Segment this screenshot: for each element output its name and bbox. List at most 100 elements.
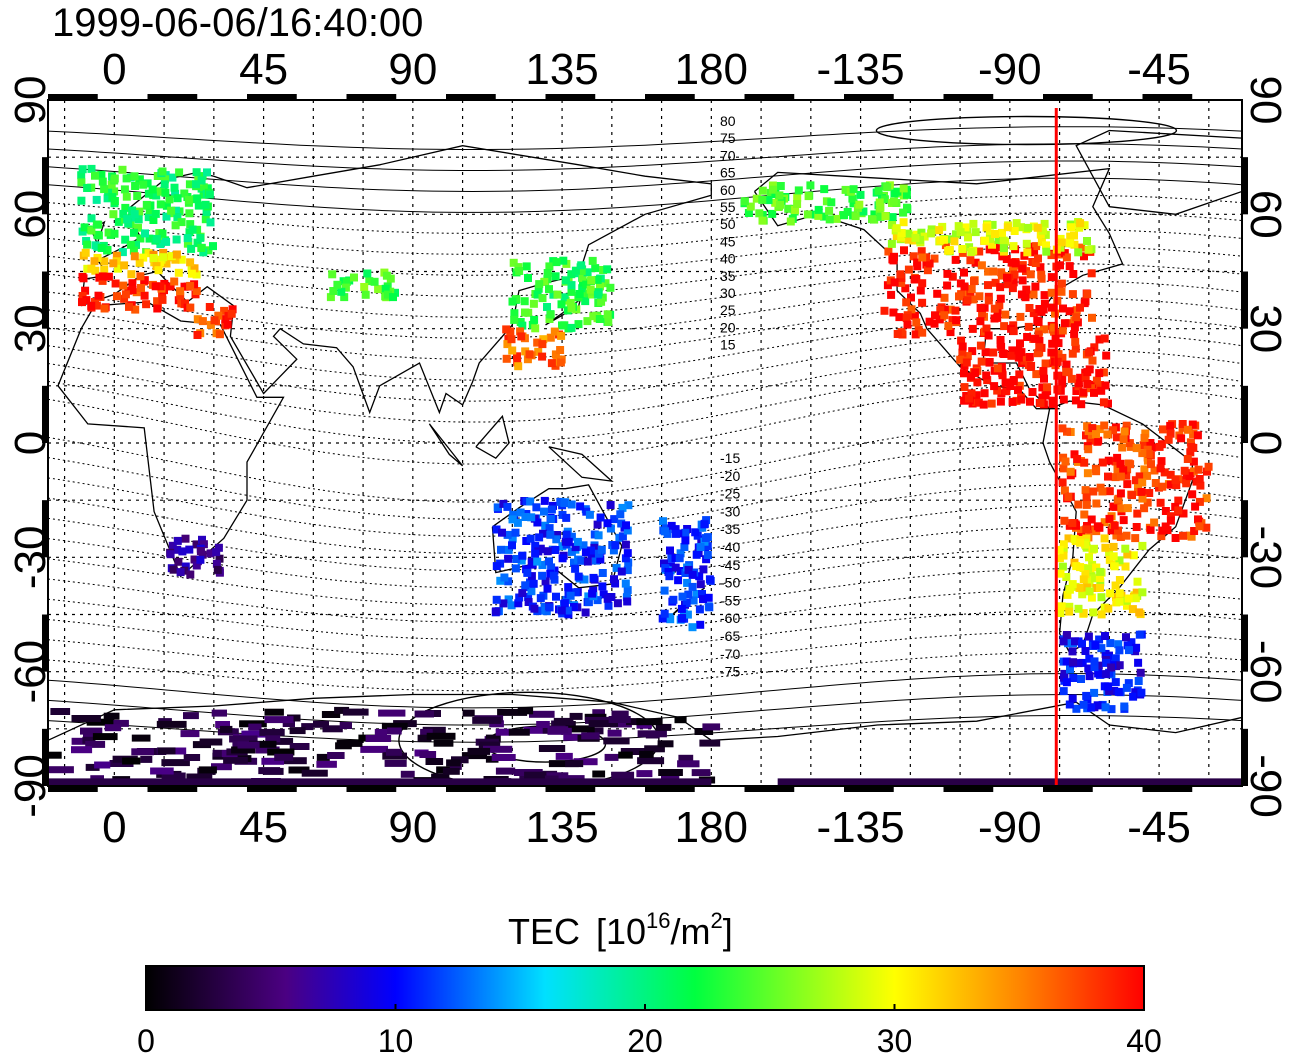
tec-cell [1183, 455, 1192, 463]
tec-cell [1186, 448, 1195, 457]
tec-cell [1094, 436, 1103, 445]
tec-cell [900, 246, 908, 255]
tec-cell [671, 554, 680, 562]
tec-cell [187, 269, 196, 278]
tec-cell [946, 305, 955, 314]
tec-cell [1024, 322, 1033, 331]
tec-cell [109, 259, 118, 268]
tec-cell [92, 195, 101, 204]
tec-cell [566, 591, 575, 600]
tec-cell [1008, 346, 1017, 355]
tec-cell [1078, 639, 1086, 648]
tec-cell [1099, 398, 1108, 407]
tec-cell [78, 292, 87, 300]
tec-cell [1058, 478, 1067, 487]
tec-cell [1138, 449, 1147, 458]
tec-cell [1037, 274, 1046, 283]
tec-cell [535, 280, 544, 289]
tec-cell [883, 281, 892, 290]
tec-cell [890, 278, 899, 287]
tec-cell [82, 296, 91, 305]
tec-cell [963, 227, 972, 236]
tec-cell [462, 709, 475, 717]
tec-cell [134, 215, 143, 224]
tec-cell [592, 770, 606, 778]
tec-cell [990, 382, 999, 391]
tec-cell [186, 303, 195, 312]
tec-cell [1122, 421, 1131, 430]
tec-cell [1072, 313, 1081, 322]
tec-cell [581, 297, 590, 306]
tec-cell [162, 201, 171, 210]
tec-cell [168, 173, 177, 182]
tec-cell [896, 270, 905, 279]
tec-cell [1138, 541, 1147, 550]
tec-cell [241, 730, 267, 738]
tec-cell [1065, 585, 1074, 594]
tec-cell [171, 189, 180, 198]
tec-cell [1157, 457, 1166, 466]
tec-cell [1178, 420, 1187, 428]
tec-cell [1138, 494, 1147, 503]
tec-cell [159, 248, 168, 257]
tec-cell [1107, 705, 1116, 714]
tec-cell [1094, 669, 1103, 678]
tec-cell [1092, 430, 1100, 439]
tec-cell [212, 548, 221, 557]
tec-cell [538, 340, 547, 349]
tec-cell [1058, 424, 1067, 433]
tec-cell [996, 397, 1005, 406]
tec-cell [1048, 303, 1056, 312]
tec-cell [660, 586, 669, 595]
tec-cell [960, 383, 969, 392]
tec-cell [1132, 588, 1141, 597]
tec-cell [966, 256, 975, 265]
tec-cell [677, 760, 700, 768]
tec-cell [549, 726, 569, 734]
tec-cell [1009, 278, 1018, 287]
tec-cell [960, 268, 968, 277]
tec-cell [1166, 480, 1175, 489]
tec-cell [1127, 638, 1136, 647]
tec-cell [1014, 346, 1023, 355]
tec-cell [825, 215, 834, 224]
y-tick-label-right: -60 [1241, 640, 1290, 704]
tec-cell [598, 582, 607, 591]
tec-cell [94, 291, 103, 300]
tec-cell [1105, 687, 1114, 696]
tec-cell [504, 554, 513, 563]
tec-cell [1027, 361, 1036, 370]
tec-cell [916, 235, 924, 244]
tec-cell [606, 524, 615, 533]
tec-cell [110, 229, 119, 238]
tec-cell [93, 230, 102, 239]
tec-cell [683, 610, 692, 619]
tec-cell [1076, 303, 1084, 312]
tec-cell [159, 253, 168, 262]
tec-cell [567, 547, 576, 556]
tec-cell [139, 180, 148, 189]
tec-cell [176, 291, 185, 300]
tec-cell [691, 528, 700, 537]
tec-cell [1089, 608, 1098, 617]
tec-cell [156, 282, 165, 291]
tec-cell [1025, 304, 1034, 312]
tec-cell [899, 218, 908, 227]
tec-cell [588, 256, 597, 265]
tec-cell [1118, 443, 1127, 452]
contour-label: 50 [720, 216, 736, 232]
tec-cell [564, 583, 573, 592]
tec-cell [1060, 486, 1069, 495]
tec-cell [1090, 688, 1099, 697]
tec-cell [689, 596, 698, 605]
tec-cell [215, 330, 224, 339]
contour-line [48, 211, 1242, 255]
tec-cell [528, 560, 537, 569]
tec-cell [1081, 540, 1090, 549]
tec-cell [209, 242, 217, 251]
tec-cell [1040, 299, 1049, 308]
tec-cell [1033, 223, 1042, 232]
tec-cell [870, 210, 879, 219]
tec-cell [606, 501, 615, 509]
